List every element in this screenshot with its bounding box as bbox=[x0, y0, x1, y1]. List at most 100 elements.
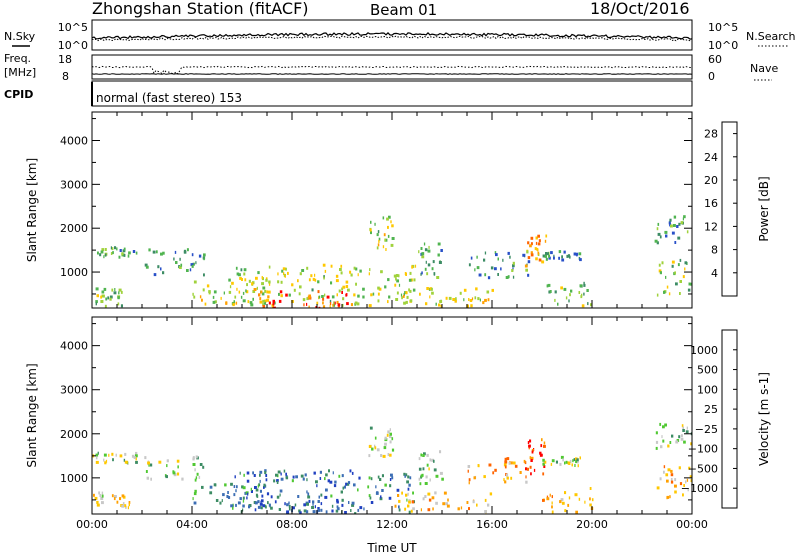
scatter-cell bbox=[265, 478, 268, 482]
scatter-cell bbox=[235, 503, 237, 507]
scatter-cell bbox=[463, 288, 467, 292]
scatter-cell bbox=[405, 300, 408, 304]
scatter-cell bbox=[403, 301, 406, 305]
scatter-cell bbox=[368, 445, 372, 448]
scatter-cell bbox=[384, 238, 387, 242]
scatter-cell bbox=[397, 494, 400, 497]
colorbar-tick-label: −1000 bbox=[681, 482, 718, 495]
scatter-cell bbox=[370, 293, 373, 297]
scatter-cell bbox=[201, 298, 203, 302]
scatter-cell bbox=[380, 454, 383, 457]
scatter-cell bbox=[209, 485, 213, 489]
noise-search-line bbox=[91, 35, 693, 42]
scatter-cell bbox=[679, 258, 682, 262]
scatter-cell bbox=[252, 297, 254, 301]
scatter-cell bbox=[433, 468, 437, 472]
scatter-cell bbox=[445, 502, 448, 506]
scatter-cell bbox=[536, 247, 538, 251]
scatter-cell bbox=[270, 495, 273, 499]
scatter-cell bbox=[569, 293, 571, 297]
scatter-cell bbox=[544, 254, 547, 258]
scatter-cell bbox=[503, 463, 507, 467]
scatter-cell bbox=[562, 458, 564, 462]
scatter-cell bbox=[357, 508, 360, 512]
scatter-cell bbox=[504, 465, 507, 469]
scatter-cell bbox=[235, 266, 238, 270]
scatter-cell bbox=[209, 491, 213, 495]
scatter-cell bbox=[285, 293, 288, 297]
scatter-cell bbox=[512, 275, 515, 279]
scatter-cell bbox=[567, 503, 570, 507]
scatter-cell bbox=[656, 293, 659, 297]
scatter-cell bbox=[199, 463, 203, 466]
scatter-cell bbox=[333, 484, 337, 488]
scatter-cell bbox=[153, 273, 157, 277]
scatter-cell bbox=[418, 250, 420, 254]
scatter-cell bbox=[491, 288, 494, 292]
scatter-cell bbox=[232, 506, 234, 510]
scatter-cell bbox=[408, 288, 410, 292]
scatter-cell bbox=[528, 446, 530, 450]
scatter-cell bbox=[400, 293, 403, 297]
scatter-cell bbox=[329, 299, 332, 303]
scatter-cell bbox=[393, 274, 397, 278]
scatter-cell bbox=[527, 273, 530, 277]
scatter-cell bbox=[119, 497, 122, 501]
scatter-cell bbox=[431, 458, 434, 462]
scatter-cell bbox=[368, 304, 372, 308]
nave-line bbox=[91, 65, 693, 75]
scatter-cell bbox=[553, 254, 555, 258]
scatter-cell bbox=[95, 453, 99, 457]
scatter-cell bbox=[208, 291, 211, 295]
scatter-cell bbox=[654, 239, 658, 243]
scatter-cell bbox=[341, 498, 344, 502]
scatter-cell bbox=[330, 264, 333, 268]
colorbar-tick-label: 500 bbox=[697, 364, 718, 377]
scatter-cell bbox=[408, 483, 411, 487]
scatter-cell bbox=[109, 297, 112, 301]
scatter-cell bbox=[312, 502, 314, 506]
scatter-cell bbox=[420, 453, 423, 457]
scatter-cell bbox=[455, 297, 457, 301]
x-tick-label: 00:00 bbox=[76, 518, 108, 531]
scatter-cell bbox=[318, 495, 320, 499]
scatter-cell bbox=[409, 271, 412, 275]
scatter-cell bbox=[110, 252, 113, 255]
scatter-cell bbox=[242, 486, 246, 490]
scatter-cell bbox=[195, 261, 197, 265]
scatter-cell bbox=[437, 253, 440, 257]
scatter-cell bbox=[381, 489, 384, 492]
scatter-cell bbox=[421, 271, 423, 275]
scatter-cell bbox=[285, 476, 289, 480]
scatter-cell bbox=[263, 301, 266, 305]
scatter-cell bbox=[583, 281, 585, 285]
scatter-cell bbox=[545, 234, 548, 238]
scatter-cell bbox=[494, 251, 497, 255]
scatter-cell bbox=[252, 290, 256, 293]
scatter-cell bbox=[425, 260, 427, 264]
scatter-cell bbox=[291, 479, 294, 483]
scatter-cell bbox=[384, 442, 387, 446]
scatter-cell bbox=[235, 301, 238, 305]
scatter-cell bbox=[412, 491, 414, 495]
scatter-cell bbox=[682, 429, 685, 432]
scatter-cell bbox=[150, 477, 152, 481]
scatter-cell bbox=[261, 276, 263, 280]
y-tick-label: 1000 bbox=[60, 472, 88, 485]
scatter-cell bbox=[190, 263, 194, 267]
scatter-cell bbox=[340, 490, 343, 494]
scatter-cell bbox=[255, 276, 258, 280]
scatter-cell bbox=[340, 264, 343, 268]
scatter-cell bbox=[279, 489, 283, 493]
scatter-cell bbox=[234, 475, 236, 479]
scatter-cell bbox=[505, 276, 509, 279]
scatter-cell bbox=[231, 281, 234, 285]
colorbar-label: Velocity [m s-1] bbox=[757, 372, 771, 466]
y-tick-label: 4000 bbox=[60, 340, 88, 353]
scatter-cell bbox=[118, 255, 121, 259]
scatter-cell bbox=[278, 299, 282, 303]
scatter-cell bbox=[530, 251, 533, 255]
freq-tick-top: 18 bbox=[58, 53, 72, 66]
scatter-cell bbox=[522, 253, 526, 257]
